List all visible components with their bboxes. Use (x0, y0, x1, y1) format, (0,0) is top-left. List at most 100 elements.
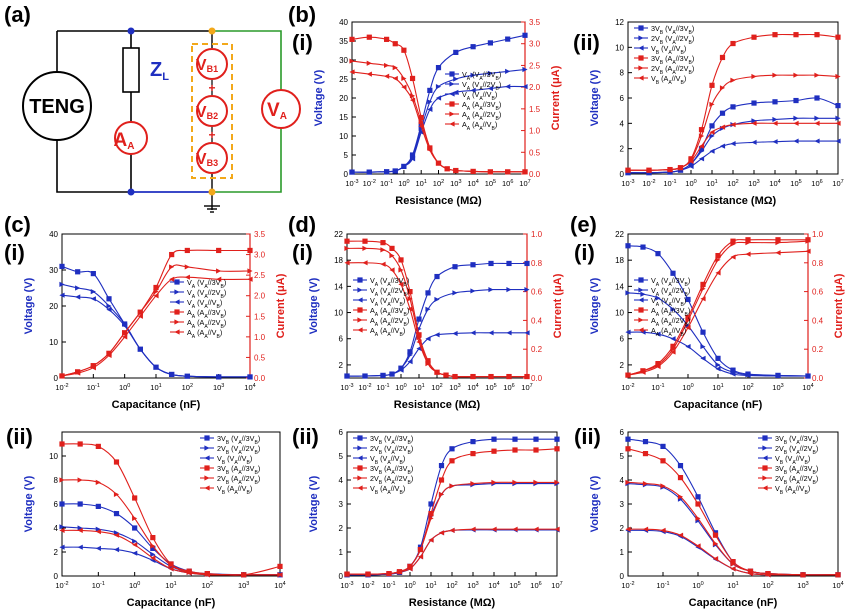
legend-marker (357, 317, 363, 323)
data-point (418, 125, 424, 131)
data-point (640, 291, 646, 297)
y2-tick-label: 1.0 (812, 230, 824, 239)
data-point (349, 169, 355, 175)
data-point (670, 306, 676, 312)
y-tick-label: 2 (620, 145, 625, 154)
data-point (106, 307, 112, 313)
y-axis-title: Voltage (V) (308, 277, 320, 334)
data-point (247, 374, 253, 380)
y-tick-label: 15 (339, 113, 348, 122)
x-tick-label: 103 (748, 179, 759, 188)
data-point (384, 36, 390, 42)
legend-marker (357, 277, 363, 283)
sublabel-e-i: (i) (574, 240, 595, 265)
x-tick-label: 10-3 (340, 383, 353, 392)
x-tick-label: 102 (182, 383, 193, 392)
y-tick-label: 0 (620, 572, 625, 581)
data-point (533, 479, 539, 485)
data-point (715, 257, 721, 263)
data-point (745, 240, 751, 246)
x-tick-label: 107 (832, 179, 843, 188)
y-tick-label: 6 (339, 335, 344, 344)
chart-e-ii: 10-2 10-1 100 101 102 103 104 0 1 2 3 4 5 6 Capacitanc… (589, 428, 844, 609)
legend-label: AA (AA//VB) (651, 326, 686, 338)
data-point (470, 526, 476, 532)
data-point (137, 309, 143, 315)
data-point (434, 273, 440, 280)
series-5 (625, 120, 841, 173)
legend-marker (204, 445, 210, 451)
y-tick-label: 4 (54, 524, 59, 533)
data-point (438, 463, 445, 469)
data-point (715, 253, 721, 259)
x-tick-label: 107 (519, 179, 530, 188)
data-point (77, 477, 83, 483)
wire-green-top (212, 30, 282, 90)
data-point (150, 543, 156, 549)
x-tick-label: 10-1 (380, 179, 393, 188)
x-tick-label: 103 (213, 383, 224, 392)
data-point (677, 475, 684, 481)
data-point (670, 343, 676, 349)
panel-label-c: (c) (4, 212, 31, 237)
data-point (106, 352, 112, 358)
x-tick-label: 100 (685, 179, 696, 188)
x-tick-label: 10-3 (621, 179, 634, 188)
x-tick-label: 102 (433, 179, 444, 188)
data-point (625, 167, 631, 173)
data-point (698, 148, 705, 154)
series-line (61, 546, 280, 576)
data-point (709, 82, 715, 88)
data-point (709, 123, 715, 129)
series-5 (59, 274, 253, 379)
series-2 (344, 527, 560, 578)
x-tick-label: 106 (811, 179, 822, 188)
legend-marker (357, 287, 363, 293)
legend-marker (357, 307, 363, 313)
data-point (95, 526, 101, 532)
data-point (344, 245, 350, 251)
data-point (533, 436, 539, 442)
data-point (730, 104, 736, 110)
legend-label: VB (AA//VB) (775, 484, 810, 496)
data-point (106, 303, 112, 309)
data-point (184, 247, 190, 254)
legend-marker (449, 81, 455, 87)
y-tick-label: 40 (339, 18, 348, 27)
chart-e-i: 10-2 10-1 100 101 102 103 104 2 6 10 14 18 22 0.0 0.2 0… (589, 230, 845, 411)
x-tick-label: 100 (692, 581, 703, 590)
data-point (389, 253, 395, 259)
data-point (491, 436, 497, 442)
data-point (113, 532, 120, 538)
data-point (366, 34, 372, 40)
data-point (398, 365, 404, 371)
legend-marker (204, 465, 210, 471)
chart-d-ii: 10-3 10-2 10-1 100 101 102 103 104 105 106 107 0 1 2 3… (308, 428, 563, 609)
data-point (835, 34, 841, 40)
legend-label: 3VB (VA//3VB) (775, 434, 818, 446)
data-point (453, 76, 459, 82)
data-point (425, 336, 431, 342)
data-point (77, 544, 83, 550)
legend-marker (638, 307, 644, 313)
legend-marker (174, 319, 180, 325)
y2-tick-label: 0.0 (254, 374, 266, 383)
data-point (524, 330, 530, 336)
data-point (425, 361, 431, 367)
x-tick-label: 101 (727, 581, 738, 590)
data-point (407, 296, 413, 302)
x-tick-label: 104 (802, 383, 813, 392)
data-point (685, 323, 691, 329)
data-point (344, 373, 350, 379)
data-point (241, 572, 247, 578)
x-tick-label: 102 (742, 383, 753, 392)
data-point (745, 372, 751, 378)
data-point (344, 238, 350, 244)
legend-label: 2VB (AA//2VB) (651, 64, 694, 76)
x-tick-label: 10-1 (92, 581, 105, 590)
legend-label: VB (AA//VB) (370, 484, 405, 496)
legend-label: AA (AA//2VB) (370, 316, 409, 328)
data-point (344, 571, 350, 577)
data-point (452, 264, 458, 270)
y2-tick-label: 2.5 (529, 61, 541, 70)
